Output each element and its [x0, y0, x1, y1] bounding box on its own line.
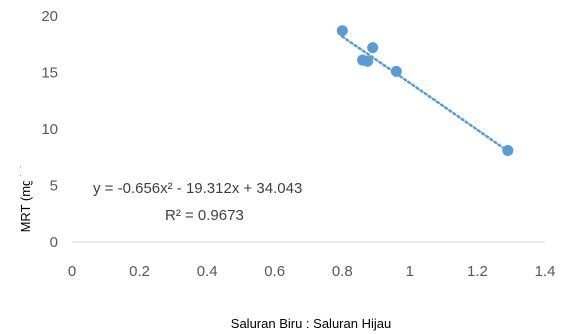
y-tick-label: 5 [50, 178, 58, 195]
y-tick-label: 10 [41, 121, 58, 138]
trendline [341, 35, 510, 153]
data-point [502, 144, 514, 156]
r-squared-label: R² = 0.9673 [165, 207, 244, 224]
x-tick-label: 0 [68, 263, 76, 280]
x-tick-label: 0.2 [129, 263, 150, 280]
data-point [367, 42, 379, 54]
x-tick-label: 0.4 [197, 263, 218, 280]
data-points [336, 25, 514, 156]
y-tick-label: 20 [41, 8, 58, 25]
x-axis-title: Saluran Biru : Saluran Hijau [231, 316, 391, 331]
data-point [336, 25, 348, 37]
x-tick-label: 1.4 [535, 263, 556, 280]
data-point [362, 55, 374, 67]
y-axis-ticks: 0 5 10 15 20 [41, 8, 58, 251]
y-axis-title-mask [21, 85, 39, 181]
x-tick-label: 1.2 [467, 263, 488, 280]
y-tick-label: 15 [41, 65, 58, 82]
data-point [390, 65, 402, 77]
x-tick-label: 1 [406, 263, 414, 280]
trendline-equation: y = -0.656x² - 19.312x + 34.043 [93, 180, 302, 197]
y-tick-label: 0 [50, 234, 58, 251]
x-axis-ticks: 0 0.2 0.4 0.6 0.8 1 1.2 1.4 [68, 263, 556, 280]
x-tick-label: 0.8 [332, 263, 353, 280]
x-tick-label: 0.6 [264, 263, 285, 280]
